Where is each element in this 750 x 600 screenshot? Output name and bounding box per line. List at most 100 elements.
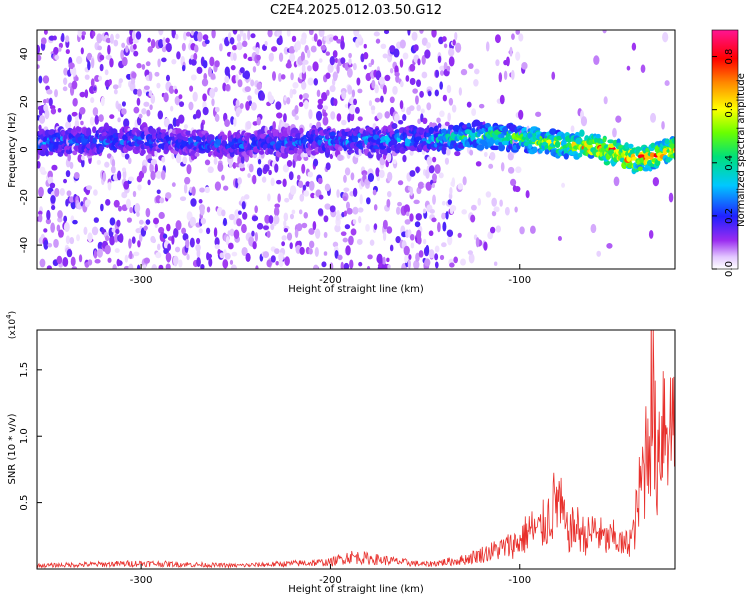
spectrogram-ridge-cell: [328, 131, 336, 136]
spectrogram-cell: [202, 93, 207, 102]
spectrogram-cell: [336, 154, 344, 162]
spectrogram-cell: [283, 220, 287, 227]
spectrogram-cell: [69, 161, 74, 170]
spectrogram-cell: [214, 60, 220, 68]
spectrogram-cell: [302, 184, 307, 191]
spectrogram-cell: [87, 60, 91, 71]
spectrogram-cell: [213, 227, 218, 238]
spectrogram-cell: [606, 243, 613, 249]
spectrogram-cell: [109, 57, 114, 68]
spectrogram-cell: [63, 67, 68, 76]
spectrogram-cell: [222, 217, 228, 227]
spectrogram-cell: [448, 47, 455, 57]
spectrogram-cell: [63, 178, 67, 184]
spectrogram-cell: [91, 58, 95, 69]
spectrogram-cell: [97, 45, 103, 51]
spectrogram-cell: [45, 218, 52, 225]
spectrogram-cell: [214, 106, 220, 113]
x-tick-label: -300: [130, 575, 153, 586]
spectrogram-cell: [324, 183, 331, 192]
spectrogram-cell: [73, 171, 80, 180]
spectrogram-cell: [104, 161, 110, 168]
spectrogram-ridge-cell: [662, 148, 668, 155]
spectrogram-ridge-cell: [673, 154, 675, 161]
spectrogram-ridge-cell: [428, 126, 435, 135]
spectrogram-ridge-cell: [672, 137, 675, 145]
spectrogram-ridge-cell: [544, 149, 550, 155]
spectrogram-cell: [407, 30, 411, 36]
spectrogram-cell: [446, 65, 451, 72]
spectrogram-cell: [256, 116, 262, 126]
spectrogram-cell: [181, 64, 186, 72]
x-tick-label: -200: [319, 575, 342, 586]
spectrogram-cell: [65, 170, 71, 178]
spectrogram-cell: [268, 94, 275, 104]
spectrogram-cell: [243, 194, 250, 200]
spectrogram-cell: [503, 70, 508, 81]
spectrogram-cell: [514, 186, 521, 193]
spectrogram-cell: [195, 243, 201, 252]
spectrogram-cell: [65, 235, 70, 245]
spectrogram-cell: [53, 46, 59, 55]
spectrogram-cell: [499, 94, 505, 105]
colorbar-gradient: [711, 29, 739, 270]
spectrogram-cell: [511, 33, 515, 40]
spectrogram-cell: [409, 186, 414, 196]
spectrogram-cell: [71, 111, 78, 117]
spectrogram-cell: [115, 33, 120, 40]
spectrogram-cell: [171, 58, 177, 65]
spectrogram-cell: [94, 259, 101, 264]
spectrogram-cell: [71, 266, 78, 269]
spectrogram-cell: [615, 115, 622, 123]
spectrogram-cell: [431, 217, 437, 223]
spectrogram-cell: [155, 170, 162, 179]
spectrogram-cell: [375, 38, 381, 44]
spectrogram-cell: [224, 119, 231, 128]
spectrogram-cell: [349, 104, 356, 115]
spectrogram-cell: [455, 42, 462, 53]
spectrogram-cell: [413, 260, 420, 269]
spectrogram-ridge-cell: [476, 144, 485, 151]
spectrogram-ridge-cell: [92, 137, 98, 144]
spectrogram-cell: [47, 242, 53, 248]
spectrogram-ridge-cell: [76, 126, 82, 132]
spectrogram-cell: [460, 68, 468, 76]
spectrogram-cell: [151, 264, 158, 269]
spectrogram-cell: [324, 203, 331, 210]
spectrogram-cell: [121, 108, 127, 115]
spectrogram-cell: [301, 222, 308, 229]
spectrogram-cell: [283, 113, 287, 123]
spectrogram-cell: [432, 156, 437, 163]
snr-y-ticks: 0.5 1.0 1.5: [19, 362, 42, 511]
spectrogram-cell: [357, 207, 364, 213]
y-tick-label: -20: [19, 189, 30, 205]
spectrogram-cell: [161, 57, 167, 63]
spectrogram-cell: [468, 63, 474, 69]
spectrogram-cell: [113, 39, 119, 47]
spectrogram-cell: [325, 51, 331, 56]
spectrogram-cell: [491, 197, 497, 207]
spectrogram-cell: [603, 96, 608, 105]
spectrogram-cell: [457, 232, 462, 238]
spectrogram-cell: [514, 206, 518, 213]
spectrogram-cell: [473, 78, 479, 87]
spectrogram-cell: [439, 69, 445, 76]
spectrogram-cell: [417, 181, 425, 190]
spectrogram-cell: [99, 63, 104, 72]
spectrogram-cell: [133, 251, 140, 257]
spectrogram-cell: [51, 164, 58, 171]
spectrogram-cell: [237, 177, 242, 185]
spectrogram-cell: [270, 177, 275, 187]
spectrogram-cell: [386, 198, 391, 208]
spectrogram-cell: [515, 166, 522, 174]
spectrogram-cell: [100, 96, 105, 107]
spectrogram-cell: [640, 64, 646, 73]
spectrogram-cell: [235, 99, 240, 107]
spectrogram-cell: [87, 259, 93, 266]
spectrogram-cell: [141, 108, 147, 115]
spectrogram-cell: [57, 216, 63, 223]
spectrogram-cell: [125, 198, 131, 209]
spectrogram-cell: [307, 171, 314, 178]
spectrogram-cell: [314, 247, 319, 257]
spectrogram-cell: [365, 223, 370, 232]
